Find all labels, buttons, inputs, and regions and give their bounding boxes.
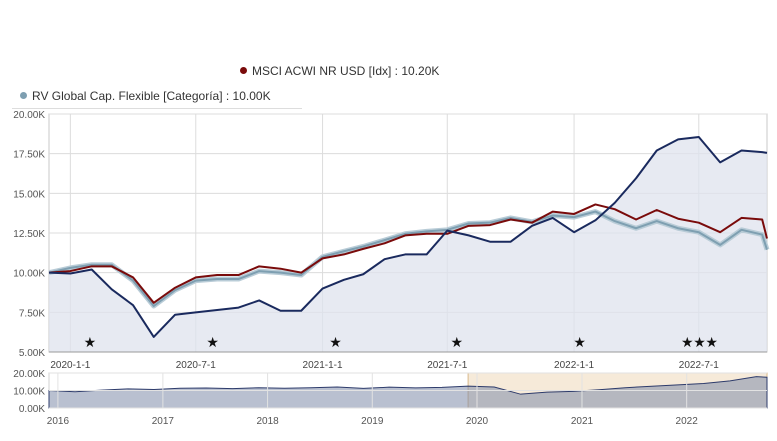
y-tick-label: 7.50K [19, 308, 45, 319]
y-tick-label: 17.50K [13, 150, 45, 161]
series-line-msci [48, 203, 768, 304]
legend-divider [12, 108, 302, 109]
rating-star-markers: ★ ★ ★ ★ ★ ★ ★★ [84, 334, 718, 350]
navigator-x-tick-label: 2016 [47, 416, 70, 427]
legend-marker-msci [240, 67, 247, 74]
y-tick-label: 10.00K [13, 269, 45, 280]
x-tick-label: 2022-7-1 [679, 360, 719, 371]
navigator-x-tick-label: 2020 [466, 416, 489, 427]
series-area-fund [49, 137, 767, 352]
rating-star-icon: ★ [705, 334, 718, 350]
navigator-y-tick-label: 10.00K [13, 387, 45, 398]
rating-star-icon: ★ [681, 334, 694, 350]
navigator-area [48, 376, 768, 409]
y-tick-label: 5.00K [19, 348, 45, 359]
y-tick-label: 12.50K [13, 229, 45, 240]
rating-star-icon: ★ [451, 334, 464, 350]
navigator-y-tick-label: 20.00K [13, 369, 45, 380]
y-tick-label: 20.00K [13, 110, 45, 121]
x-tick-label: 2022-1-1 [554, 360, 594, 371]
rating-star-icon: ★ [693, 334, 706, 350]
legend-item-category[interactable]: RV Global Cap. Flexible [Categoría] : 10… [20, 89, 271, 103]
series-line-category [48, 210, 768, 307]
y-tick-label: 15.00K [13, 189, 45, 200]
x-tick-label: 2021-7-1 [427, 360, 467, 371]
x-tick-label: 2020-7-1 [176, 360, 216, 371]
navigator-x-tick-label: 2021 [571, 416, 594, 427]
main-series-layer [48, 136, 770, 352]
x-tick-label: 2020-1-1 [50, 360, 90, 371]
navigator-x-tick-label: 2018 [256, 416, 279, 427]
legend-item-msci[interactable]: MSCI ACWI NR USD [Idx] : 10.20K [240, 64, 439, 78]
rating-star-icon: ★ [84, 334, 97, 350]
navigator-x-tick-label: 2017 [152, 416, 175, 427]
navigator-chart: 0.00K 10.00K 20.00K 2016 2017 2018 2019 2020 202… [13, 369, 768, 427]
navigator-x-tick-label: 2019 [361, 416, 384, 427]
rating-star-icon: ★ [329, 334, 342, 350]
navigator-x-tick-label: 2022 [676, 416, 699, 427]
rating-star-icon: ★ [206, 334, 219, 350]
legend-marker-category [20, 92, 27, 99]
series-line-fund [48, 136, 768, 338]
rating-star-icon: ★ [573, 334, 586, 350]
legend-label-category: RV Global Cap. Flexible [Categoría] : 10… [32, 89, 271, 103]
legend-label-msci: MSCI ACWI NR USD [Idx] : 10.20K [252, 64, 440, 78]
navigator-y-tick-label: 0.00K [19, 404, 45, 415]
main-axes: 5.00K 7.50K 10.00K 12.50K 15.00K 17.50K 20.00K… [13, 110, 767, 371]
x-tick-label: 2021-1-1 [303, 360, 343, 371]
